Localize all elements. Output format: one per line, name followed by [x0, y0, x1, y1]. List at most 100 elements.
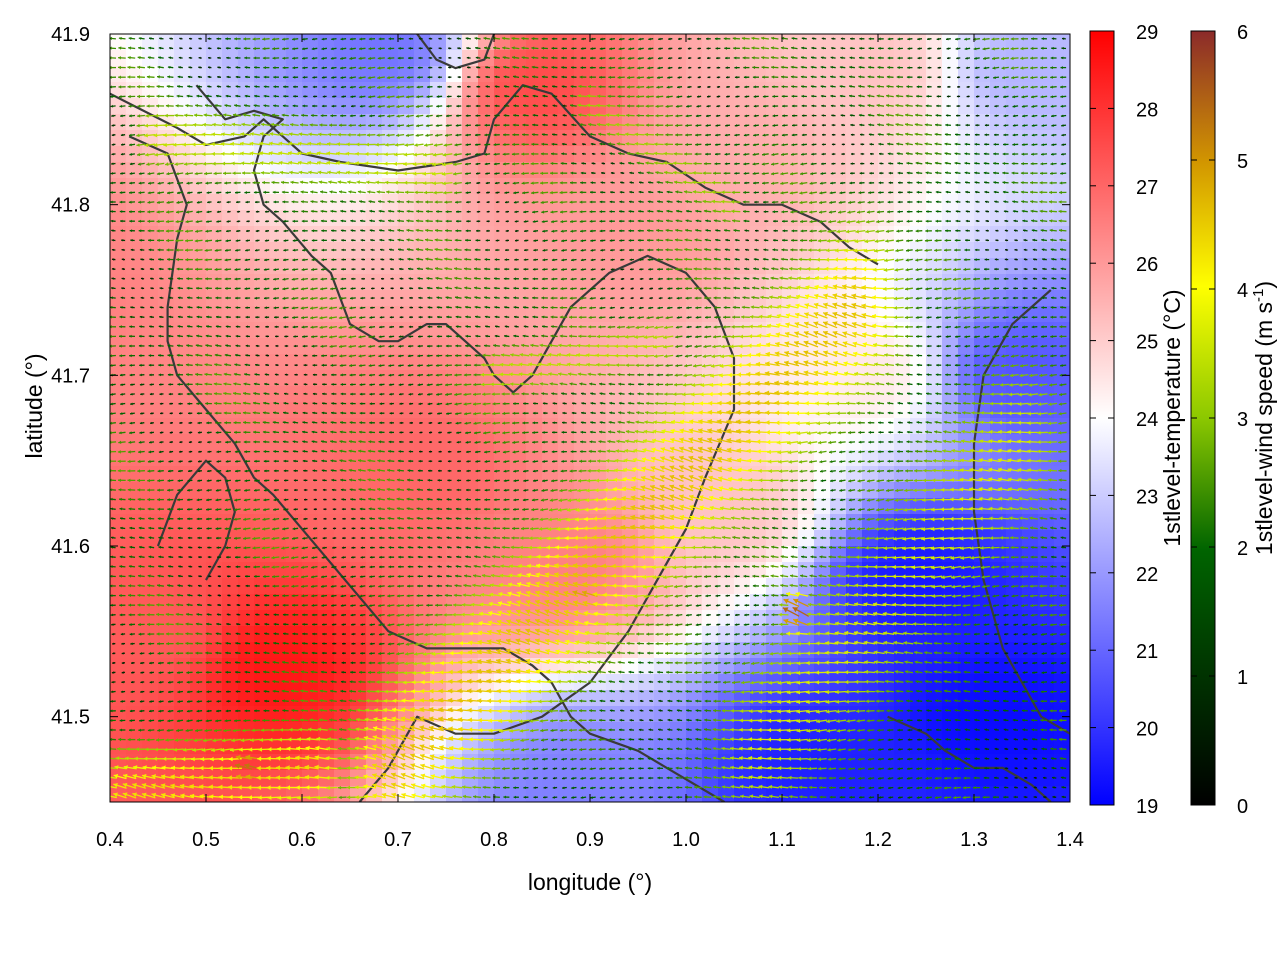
heatmap-cell: [910, 738, 927, 755]
heatmap-cell: [862, 690, 879, 707]
heatmap-cell: [350, 130, 367, 147]
heatmap-cell: [494, 402, 511, 419]
heatmap-cell: [1054, 210, 1070, 227]
heatmap-cell: [958, 194, 975, 211]
heatmap-cell: [670, 34, 687, 51]
heatmap-cell: [142, 290, 159, 307]
heatmap-cell: [126, 546, 143, 563]
heatmap-cell: [526, 114, 543, 131]
heatmap-cell: [1054, 66, 1070, 83]
heatmap-cell: [1006, 82, 1023, 99]
heatmap-cell: [862, 162, 879, 179]
heatmap-cell: [606, 402, 623, 419]
heatmap-cell: [302, 642, 319, 659]
heatmap-cell: [878, 306, 895, 323]
heatmap-cell: [190, 546, 207, 563]
heatmap-cell: [910, 82, 927, 99]
heatmap-cell: [526, 162, 543, 179]
heatmap-cell: [1038, 786, 1055, 802]
heatmap-cell: [302, 786, 319, 802]
heatmap-cell: [878, 450, 895, 467]
heatmap-cell: [318, 450, 335, 467]
heatmap-cell: [654, 210, 671, 227]
heatmap-cell: [606, 66, 623, 83]
heatmap-cell: [1054, 258, 1070, 275]
heatmap-cell: [158, 642, 175, 659]
heatmap-cell: [414, 66, 431, 83]
heatmap-cell: [894, 66, 911, 83]
heatmap-cell: [622, 66, 639, 83]
heatmap-cell: [318, 546, 335, 563]
heatmap-cell: [238, 210, 255, 227]
heatmap-cell: [414, 498, 431, 515]
heatmap-cell: [350, 210, 367, 227]
heatmap-cell: [686, 402, 703, 419]
heatmap-cell: [366, 546, 383, 563]
heatmap-cell: [350, 642, 367, 659]
heatmap-cell: [558, 130, 575, 147]
heatmap-cell: [142, 594, 159, 611]
heatmap-cell: [1054, 594, 1070, 611]
heatmap-cell: [174, 594, 191, 611]
heatmap-cell: [990, 130, 1007, 147]
heatmap-cell: [270, 162, 287, 179]
heatmap-cell: [702, 66, 719, 83]
heatmap-cell: [1006, 498, 1023, 515]
heatmap-cell: [718, 738, 735, 755]
heatmap-cell: [542, 98, 559, 115]
heatmap-cell: [462, 210, 479, 227]
heatmap-cell: [894, 594, 911, 611]
heatmap-cell: [1006, 34, 1023, 51]
heatmap-cell: [494, 546, 511, 563]
heatmap-cell: [574, 114, 591, 131]
heatmap-cell: [846, 546, 863, 563]
heatmap-cell: [686, 50, 703, 67]
heatmap-cell: [334, 450, 351, 467]
heatmap-cell: [382, 306, 399, 323]
heatmap-cell: [974, 402, 991, 419]
heatmap-cell: [414, 258, 431, 275]
heatmap-cell: [254, 450, 271, 467]
heatmap-cell: [622, 290, 639, 307]
heatmap-cell: [478, 786, 495, 802]
heatmap-cell: [590, 34, 607, 51]
heatmap-cell: [750, 450, 767, 467]
heatmap-cell: [830, 66, 847, 83]
heatmap-cell: [462, 354, 479, 371]
heatmap-cell: [126, 306, 143, 323]
heatmap-cell: [126, 258, 143, 275]
heatmap-cell: [558, 66, 575, 83]
heatmap-cell: [734, 306, 751, 323]
heatmap-cell: [686, 130, 703, 147]
heatmap-cell: [814, 130, 831, 147]
heatmap-cell: [222, 66, 239, 83]
heatmap-cell: [430, 498, 447, 515]
heatmap-cell: [926, 162, 943, 179]
heatmap-cell: [510, 66, 527, 83]
heatmap-cell: [158, 50, 175, 67]
heatmap-cell: [830, 594, 847, 611]
heatmap-cell: [1006, 786, 1023, 802]
heatmap-cell: [382, 402, 399, 419]
heatmap-cell: [286, 114, 303, 131]
heatmap-cell: [446, 306, 463, 323]
heatmap-cell: [478, 306, 495, 323]
heatmap-cell: [334, 514, 351, 531]
heatmap-cell: [862, 34, 879, 51]
heatmap-cell: [318, 402, 335, 419]
heatmap-cell: [414, 82, 431, 99]
heatmap-cell: [734, 354, 751, 371]
heatmap-cell: [110, 546, 127, 563]
heatmap-cell: [1022, 66, 1039, 83]
heatmap-cell: [398, 498, 415, 515]
heatmap-cell: [526, 66, 543, 83]
heatmap-cell: [1022, 738, 1039, 755]
heatmap-cell: [622, 642, 639, 659]
heatmap-cell: [654, 66, 671, 83]
heatmap-cell: [734, 66, 751, 83]
heatmap-cell: [142, 546, 159, 563]
heatmap-cell: [462, 130, 479, 147]
heatmap-cell: [606, 306, 623, 323]
heatmap-cell: [446, 210, 463, 227]
